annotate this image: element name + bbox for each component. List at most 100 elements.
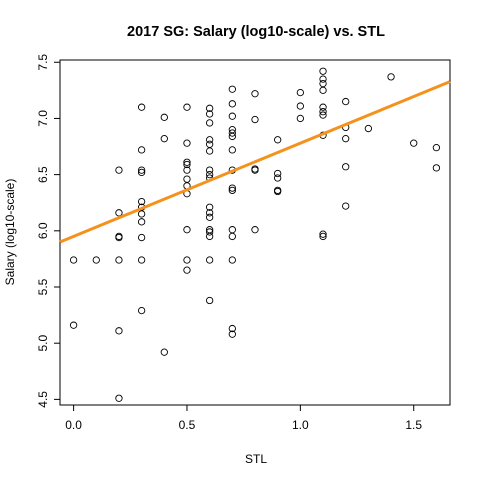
data-point — [137, 218, 146, 226]
data-point — [387, 73, 395, 81]
data-point — [206, 166, 214, 174]
data-point — [115, 166, 123, 174]
data-point — [274, 169, 282, 178]
x-tick-label: 0.0 — [65, 418, 82, 432]
data-point — [342, 97, 350, 106]
data-point — [251, 226, 259, 234]
y-tick-label: 5.0 — [36, 335, 50, 352]
data-point — [206, 110, 214, 118]
data-point — [137, 197, 146, 206]
data-point — [319, 79, 327, 88]
y-tick-label: 6.5 — [36, 166, 50, 183]
data-point — [206, 104, 214, 112]
regression-line-group — [59, 80, 451, 244]
data-point — [296, 88, 304, 97]
data-point — [206, 296, 214, 305]
data-point — [115, 327, 123, 335]
data-point — [296, 102, 304, 110]
data-point — [183, 103, 191, 111]
data-point — [319, 103, 327, 111]
y-tick-label: 5.5 — [36, 278, 50, 295]
data-point — [251, 90, 259, 98]
data-point — [137, 166, 146, 174]
data-point — [206, 228, 214, 236]
data-point — [160, 113, 168, 121]
data-point — [228, 330, 236, 338]
data-points — [69, 67, 441, 402]
data-point — [206, 136, 214, 144]
data-point — [92, 256, 100, 264]
data-point — [228, 112, 236, 120]
data-point — [228, 324, 236, 333]
data-point — [69, 256, 78, 264]
data-point — [228, 186, 236, 195]
data-point — [274, 187, 282, 196]
data-point — [251, 166, 259, 174]
data-point — [251, 115, 259, 124]
data-point — [206, 147, 214, 155]
data-point — [206, 209, 214, 217]
data-point — [228, 184, 236, 192]
data-point — [206, 256, 214, 264]
data-point — [432, 164, 441, 172]
data-point — [319, 75, 327, 83]
data-point — [137, 103, 146, 111]
data-point — [410, 139, 418, 147]
y-axis: 4.5 5.0 5.5 6.0 6.5 7.0 7.5 — [36, 54, 60, 408]
x-tick-label: 0.5 — [179, 418, 196, 432]
data-point — [183, 160, 191, 169]
data-point — [228, 256, 236, 264]
data-point — [319, 108, 327, 116]
data-point — [183, 266, 191, 274]
data-point — [319, 230, 327, 238]
data-point — [183, 175, 191, 183]
y-tick-label: 7.0 — [36, 110, 50, 127]
y-axis-label: Salary (log10-scale) — [3, 179, 17, 286]
data-point — [228, 129, 236, 137]
x-tick-label: 1.0 — [292, 418, 309, 432]
data-point — [183, 226, 191, 234]
x-axis-label: STL — [245, 452, 267, 466]
data-point — [137, 256, 146, 264]
chart-title: 2017 SG: Salary (log10-scale) vs. STL — [127, 24, 385, 40]
data-point — [274, 136, 282, 144]
data-point — [160, 135, 168, 143]
data-point — [342, 202, 350, 210]
data-point — [115, 256, 123, 264]
data-point — [228, 226, 236, 234]
data-point — [115, 209, 123, 217]
data-point — [206, 203, 214, 211]
data-point — [319, 111, 327, 119]
data-point — [115, 233, 123, 242]
x-axis: 0.0 0.5 1.0 1.5 — [65, 405, 422, 432]
data-point — [206, 140, 214, 148]
data-point — [342, 135, 350, 143]
data-point — [206, 232, 214, 241]
data-point — [228, 232, 236, 241]
data-point — [115, 394, 123, 402]
plot-frame — [59, 59, 451, 406]
data-point — [137, 233, 146, 242]
data-point — [228, 100, 236, 108]
data-point — [183, 158, 191, 166]
data-point — [137, 306, 146, 315]
data-point — [274, 174, 282, 182]
data-point — [206, 213, 214, 221]
data-point — [183, 166, 191, 174]
data-point — [319, 232, 327, 241]
data-point — [183, 139, 191, 147]
data-point — [364, 124, 373, 133]
data-point — [183, 256, 191, 264]
data-point — [432, 144, 441, 152]
x-tick-label: 1.5 — [405, 418, 422, 432]
y-tick-label: 7.5 — [36, 54, 50, 71]
data-point — [206, 119, 214, 127]
data-point — [160, 348, 168, 356]
y-tick-label: 6.0 — [36, 222, 50, 239]
data-point — [319, 67, 327, 75]
data-point — [319, 86, 327, 94]
regression-line — [59, 80, 451, 244]
data-point — [137, 168, 146, 177]
data-point — [228, 146, 236, 154]
